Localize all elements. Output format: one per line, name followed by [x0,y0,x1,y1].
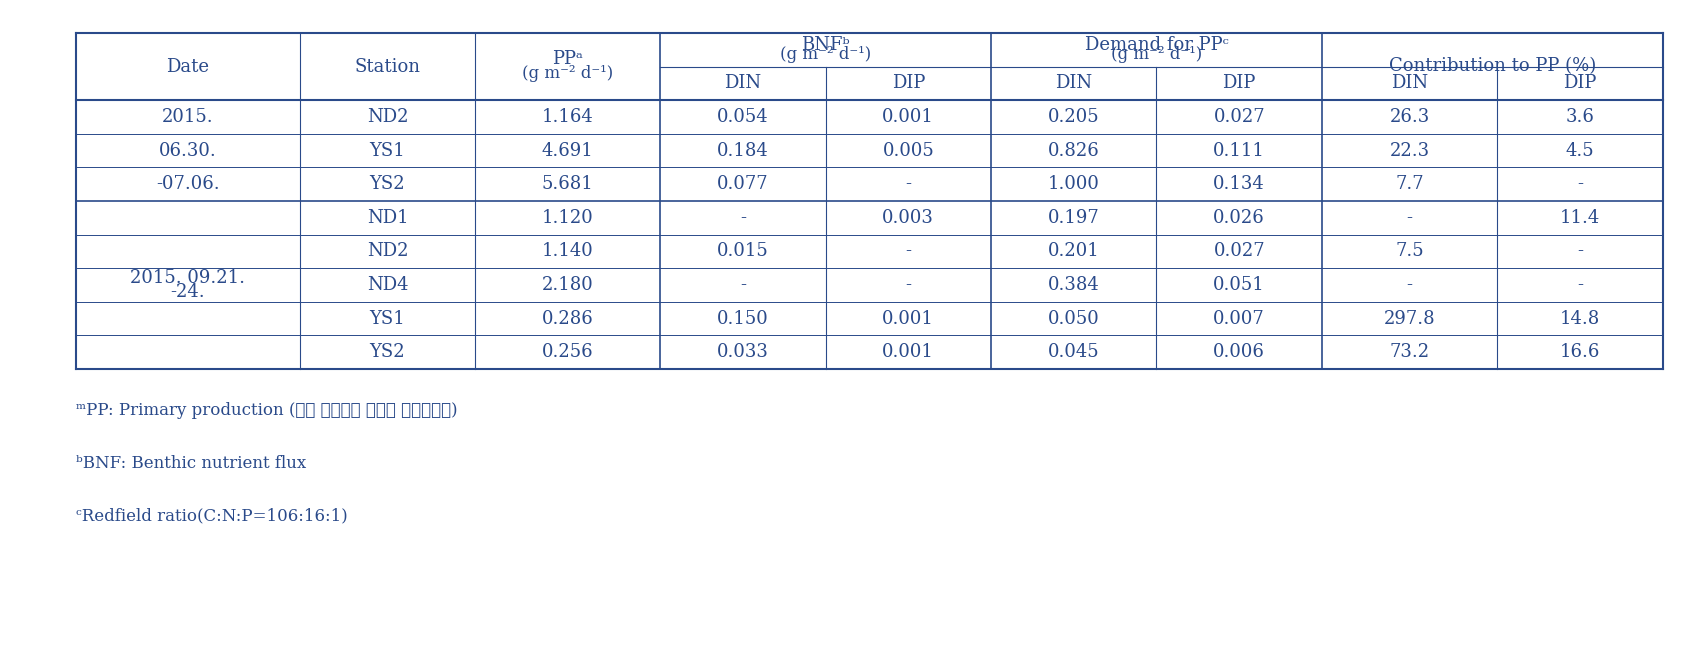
Text: ᶜRedfield ratio(C:N:P=106:16:1): ᶜRedfield ratio(C:N:P=106:16:1) [76,507,348,525]
Text: -24.: -24. [170,283,206,301]
Text: 26.3: 26.3 [1389,108,1430,126]
Text: -07.06.: -07.06. [155,175,219,193]
Text: ᵇBNF: Benthic nutrient flux: ᵇBNF: Benthic nutrient flux [76,455,306,472]
Text: (g m⁻² d⁻¹): (g m⁻² d⁻¹) [1111,46,1202,63]
Text: BNFᵇ: BNFᵇ [802,36,849,54]
Text: YS1: YS1 [370,142,405,159]
Text: 06.30.: 06.30. [159,142,216,159]
Text: 1.164: 1.164 [542,108,594,126]
Text: -: - [1406,209,1413,227]
Text: 2015. 09.21.: 2015. 09.21. [130,269,245,287]
Text: 0.045: 0.045 [1048,343,1099,361]
Text: -: - [1406,276,1413,294]
Text: 0.007: 0.007 [1214,310,1264,328]
Text: YS2: YS2 [370,175,405,193]
Text: 0.050: 0.050 [1048,310,1099,328]
Text: 16.6: 16.6 [1560,343,1600,361]
Text: -: - [739,276,746,294]
Text: 14.8: 14.8 [1560,310,1600,328]
Text: Station: Station [354,57,420,76]
Text: 0.150: 0.150 [717,310,768,328]
Text: 0.054: 0.054 [717,108,768,126]
Text: 22.3: 22.3 [1389,142,1430,159]
Text: YS2: YS2 [370,343,405,361]
Text: 0.134: 0.134 [1214,175,1264,193]
Text: 11.4: 11.4 [1560,209,1600,227]
Text: 3.6: 3.6 [1565,108,1595,126]
Text: 1.140: 1.140 [542,243,594,260]
Text: DIN: DIN [724,74,761,92]
Text: 2015.: 2015. [162,108,214,126]
Text: Date: Date [167,57,209,76]
Text: ND1: ND1 [366,209,408,227]
Text: 1.000: 1.000 [1048,175,1099,193]
Text: 297.8: 297.8 [1384,310,1435,328]
Text: -: - [1577,175,1583,193]
Text: DIP: DIP [891,74,925,92]
Text: 0.027: 0.027 [1214,108,1264,126]
Text: -: - [905,243,912,260]
Text: DIN: DIN [1055,74,1092,92]
Text: 0.051: 0.051 [1214,276,1264,294]
Text: 0.033: 0.033 [717,343,768,361]
Text: 0.205: 0.205 [1048,108,1099,126]
Text: ND2: ND2 [366,108,408,126]
Text: DIP: DIP [1222,74,1256,92]
Text: 7.7: 7.7 [1396,175,1425,193]
Text: -: - [905,175,912,193]
Text: 73.2: 73.2 [1389,343,1430,361]
Text: 0.005: 0.005 [883,142,933,159]
Text: 0.026: 0.026 [1214,209,1264,227]
Text: 0.001: 0.001 [883,343,933,361]
Text: 2.180: 2.180 [542,276,594,294]
Text: 0.184: 0.184 [717,142,768,159]
Text: 4.5: 4.5 [1566,142,1593,159]
Text: -: - [739,209,746,227]
Text: 0.201: 0.201 [1048,243,1099,260]
Text: PPᵃ: PPᵃ [552,50,582,68]
Text: 5.681: 5.681 [542,175,594,193]
Text: 0.826: 0.826 [1048,142,1099,159]
Text: 0.006: 0.006 [1214,343,1266,361]
Text: Contribution to PP (%): Contribution to PP (%) [1389,57,1595,76]
Text: 0.003: 0.003 [883,209,933,227]
Text: (g m⁻² d⁻¹): (g m⁻² d⁻¹) [780,46,871,63]
Text: (g m⁻² d⁻¹): (g m⁻² d⁻¹) [522,65,613,82]
Text: 0.001: 0.001 [883,310,933,328]
Text: 0.027: 0.027 [1214,243,1264,260]
Text: 0.197: 0.197 [1048,209,1099,227]
Text: ND4: ND4 [366,276,408,294]
Text: Demand for PPᶜ: Demand for PPᶜ [1085,36,1229,54]
Text: 0.077: 0.077 [717,175,768,193]
Text: 1.120: 1.120 [542,209,594,227]
Text: 0.001: 0.001 [883,108,933,126]
Text: ᵐPP: Primary production (당일 광량으로 계산한 일차생산력): ᵐPP: Primary production (당일 광량으로 계산한 일차생… [76,402,457,419]
Text: DIN: DIN [1391,74,1428,92]
Text: 7.5: 7.5 [1396,243,1425,260]
Text: YS1: YS1 [370,310,405,328]
Text: -: - [905,276,912,294]
Text: 0.256: 0.256 [542,343,594,361]
Text: 0.286: 0.286 [542,310,594,328]
Text: 0.111: 0.111 [1214,142,1266,159]
Text: DIP: DIP [1563,74,1597,92]
Text: ND2: ND2 [366,243,408,260]
Text: 0.384: 0.384 [1048,276,1099,294]
Text: -: - [1577,276,1583,294]
Text: -: - [1577,243,1583,260]
Text: 4.691: 4.691 [542,142,594,159]
Text: 0.015: 0.015 [717,243,768,260]
